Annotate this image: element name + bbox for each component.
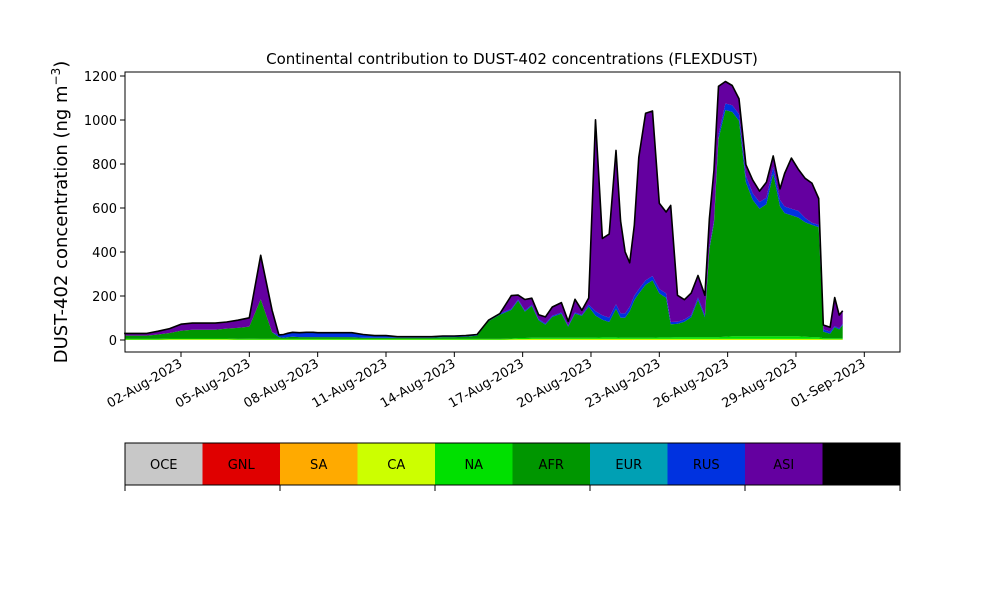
y-axis-label-close: ): [51, 61, 72, 68]
x-tick-label: 17-Aug-2023: [446, 356, 526, 411]
area-asi: [125, 81, 843, 337]
legend-label-ca: CA: [387, 458, 405, 473]
legend-label-oce: OCE: [150, 458, 178, 473]
y-tick-label: 1000: [84, 114, 117, 129]
plot-frame: [124, 71, 901, 353]
y-tick-label: 200: [92, 290, 117, 305]
y-axis-label: DUST-402 concentration (ng m−3): [49, 61, 72, 364]
area-afr: [125, 110, 843, 339]
legend-swatch-gnl: [202, 443, 281, 485]
y-tick-label: 1200: [84, 70, 117, 85]
legend-frame: [124, 442, 901, 486]
legend-swatch-rus: [667, 443, 746, 485]
legend-label-gnl: GNL: [228, 458, 256, 473]
legend-swatch-oce: [125, 443, 203, 485]
x-tick-label: 23-Aug-2023: [583, 356, 663, 411]
x-tick-label: 01-Sep-2023: [788, 356, 868, 411]
legend-label-sa: SA: [310, 458, 327, 473]
x-tick-label: 05-Aug-2023: [173, 356, 253, 411]
legend-swatch-na: [435, 443, 513, 485]
x-tick-label: 14-Aug-2023: [378, 356, 458, 411]
x-tick-label: 08-Aug-2023: [241, 356, 321, 411]
stacked-areas: [125, 81, 843, 340]
legend-label-rus: RUS: [693, 458, 720, 473]
legend-swatch-afr: [512, 443, 591, 485]
y-tick-label: 600: [92, 202, 117, 217]
legend-swatch-ca: [357, 443, 436, 485]
legend-swatch-eur: [590, 443, 668, 485]
region-color-legend: OCE GNL SA CA NA AFR EUR RUS ASI AUS: [124, 442, 901, 491]
legend-label-na: NA: [464, 458, 483, 473]
x-axis-ticks: 02-Aug-202305-Aug-202308-Aug-202311-Aug-…: [105, 352, 868, 412]
y-axis-ticks: 0 200 400 600 800 1000 1200: [84, 70, 125, 349]
y-axis-label-exponent: −3: [49, 68, 63, 86]
chart-title: Continental contribution to DUST-402 con…: [266, 50, 758, 68]
y-tick-label: 800: [92, 158, 117, 173]
legend-swatch-asi: [745, 443, 823, 485]
x-tick-label: 29-Aug-2023: [720, 356, 800, 411]
area-na: [125, 336, 843, 340]
total-concentration-line: [124, 80, 844, 338]
y-tick-label: 0: [109, 334, 117, 349]
x-tick-label: 26-Aug-2023: [651, 356, 731, 411]
x-tick-label: 20-Aug-2023: [515, 356, 595, 411]
legend-label-eur: EUR: [615, 458, 642, 473]
area-ca: [125, 338, 843, 340]
legend-swatch-sa: [280, 443, 358, 485]
x-tick-label: 02-Aug-2023: [105, 356, 185, 411]
legend-swatch-aus: [822, 443, 901, 485]
legend-label-asi: ASI: [773, 458, 794, 473]
legend-label-aus: AUS: [848, 458, 875, 473]
y-tick-label: 400: [92, 246, 117, 261]
x-tick-label: 11-Aug-2023: [310, 356, 390, 411]
y-axis-label-main: DUST-402 concentration (ng m: [51, 85, 72, 363]
legend-label-afr: AFR: [539, 458, 564, 473]
